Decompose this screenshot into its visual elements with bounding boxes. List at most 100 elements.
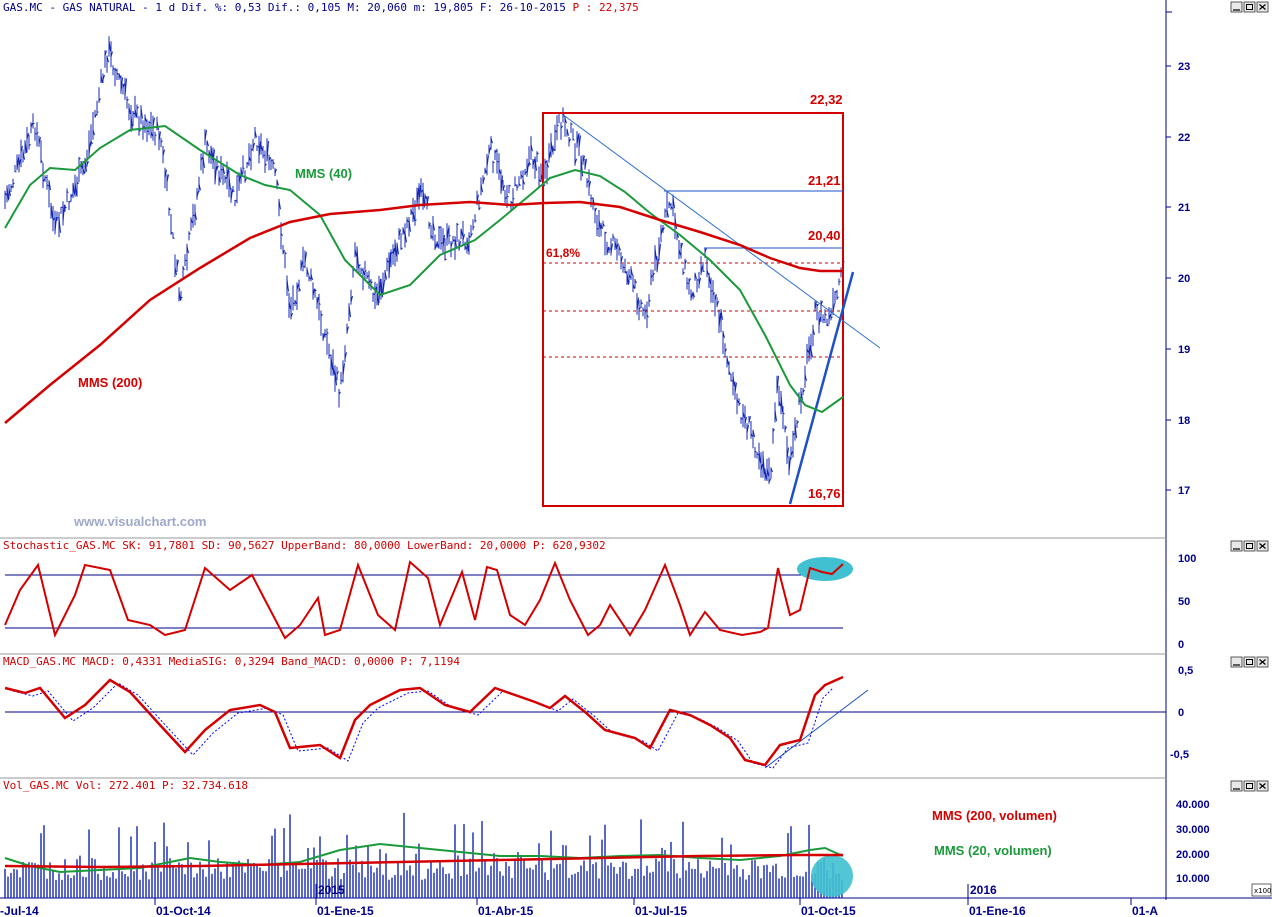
price-bar-close [480, 183, 483, 193]
price-bar-close [684, 260, 687, 265]
price-bar-close [144, 116, 147, 122]
price-bar-close [52, 217, 55, 222]
price-bar-close [72, 183, 75, 195]
price-bar-close [724, 348, 727, 353]
price-bar-close [122, 83, 125, 88]
price-bar-close [506, 195, 509, 198]
price-bar-close [554, 129, 557, 133]
price-bar-close [674, 217, 677, 229]
price-bar-close [304, 252, 307, 263]
price-bar-close [246, 162, 249, 165]
price-bar-close [316, 296, 319, 305]
price-bar-close [402, 227, 405, 235]
price-bar-close [300, 261, 303, 269]
minimize-icon[interactable] [1230, 780, 1243, 792]
restore-icon[interactable] [1243, 1, 1256, 13]
minimize-icon[interactable] [1230, 1, 1243, 13]
x-axis: -Jul-14 01-Oct-14 01-Ene-15 01-Abr-15 01… [0, 883, 1158, 917]
vol-tick-20000: 20.000 [1176, 849, 1210, 861]
vol-tick-10000: 10.000 [1176, 873, 1210, 885]
price-bar-close [662, 227, 665, 231]
price-bar-close [228, 176, 231, 190]
price-bar-close [156, 121, 159, 131]
restore-icon[interactable] [1243, 656, 1256, 668]
price-bar-close [636, 297, 639, 311]
price-bar-close [534, 157, 537, 171]
price-bar-close [472, 226, 475, 229]
price-bar-close [682, 271, 685, 275]
x-tick-ene15: 01-Ene-15 [317, 904, 374, 917]
vol-tick-30000: 30.000 [1176, 824, 1210, 836]
year-mark-2015: 2015 [318, 883, 345, 897]
price-bar-close [232, 190, 235, 192]
price-bar-close [776, 375, 779, 393]
price-bar-close [4, 192, 7, 196]
x-tick-abr15: 01-Abr-15 [478, 904, 534, 917]
price-ohlc-bars [4, 36, 845, 484]
price-bar-close [38, 137, 41, 145]
stoch-y-axis: 100 50 0 [1178, 553, 1196, 651]
price-bar-close [536, 152, 539, 155]
price-bar-close [70, 194, 73, 198]
price-bar-close [720, 310, 723, 320]
price-bar-close [178, 291, 181, 301]
price-bar-close [748, 416, 751, 423]
price-bar-close [478, 207, 481, 210]
price-bar-close [654, 248, 657, 261]
price-bar-close [686, 282, 689, 284]
price-bar-close [286, 279, 289, 292]
price-bar-close [816, 303, 819, 307]
price-bar-close [266, 140, 269, 162]
window-buttons[interactable] [1230, 1, 1269, 792]
price-bar-close [96, 111, 99, 113]
price-bar-close [170, 231, 173, 235]
price-bar-close [436, 241, 439, 248]
price-bar-close [58, 217, 61, 233]
price-bar-close [752, 429, 755, 438]
price-bar-close [406, 219, 409, 223]
fib-label: 61,8% [546, 246, 580, 260]
minimize-icon[interactable] [1230, 656, 1243, 668]
price-bar-close [120, 77, 123, 92]
price-bar-close [128, 107, 131, 115]
price-bar-close [810, 349, 813, 358]
price-bar-close [222, 166, 225, 175]
price-bar-close [750, 433, 753, 437]
price-bar-close [522, 179, 525, 185]
price-bar-close [632, 284, 635, 289]
price-bar-close [700, 265, 703, 275]
price-bar-close [382, 280, 385, 293]
price-bar-close [788, 457, 791, 473]
price-bar-close [354, 249, 357, 257]
scale-note: x100 [1254, 887, 1272, 895]
restore-icon[interactable] [1243, 780, 1256, 792]
macd-line [4, 675, 844, 767]
price-bar-close [456, 223, 459, 226]
price-bar-close [172, 237, 175, 240]
price-bar-close [500, 175, 503, 194]
price-bar-close [734, 382, 737, 393]
price-bar-close [86, 161, 89, 166]
price-bar-close [626, 273, 629, 285]
legend-mms-40: MMS (40) [295, 166, 352, 181]
price-bar-close [488, 147, 491, 154]
price-bar-close [164, 169, 167, 178]
price-bar-close [26, 132, 29, 140]
price-bar-close [718, 312, 721, 328]
price-bar-close [132, 111, 135, 115]
price-bar-close [158, 131, 161, 142]
macd-tick-05: 0,5 [1178, 665, 1193, 677]
price-bar-close [244, 178, 247, 182]
price-bar-close [138, 129, 141, 132]
restore-icon[interactable] [1243, 540, 1256, 552]
price-bar-close [332, 366, 335, 375]
macd-tick-neg05: -0,5 [1170, 749, 1189, 761]
price-bar-close [680, 242, 683, 249]
price-bar-close [386, 259, 389, 263]
price-bar-close [516, 186, 519, 188]
price-bar-close [556, 124, 559, 127]
price-bar-close [732, 375, 735, 387]
watermark: www.visualchart.com [73, 514, 206, 529]
minimize-icon[interactable] [1230, 540, 1243, 552]
x-tick-oct14: 01-Oct-14 [156, 904, 211, 917]
